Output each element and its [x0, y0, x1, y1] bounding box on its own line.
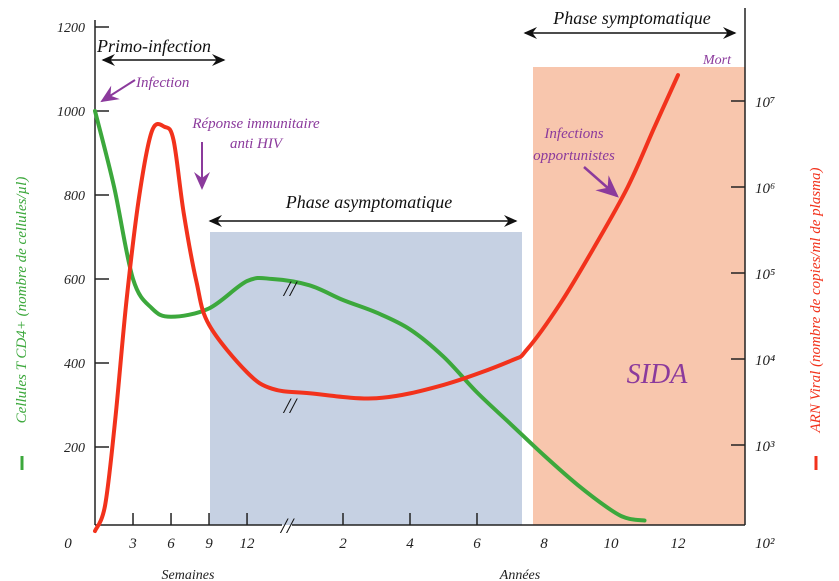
right-tick-label: 10² [755, 536, 775, 552]
week-tick-label: 9 [205, 536, 213, 552]
year-tick-label: 6 [473, 536, 481, 552]
infection-arrow [100, 79, 136, 103]
left-axis-title: Cellules T CD4+ (nombre de cellules/µl) [14, 177, 30, 424]
left-tick-label: 400 [64, 357, 85, 372]
asymptomatic-band [210, 232, 522, 525]
year-tick-label: 8 [540, 536, 548, 552]
right-axis-title: ARN Viral (nombre de copies/ml de plasma… [808, 168, 824, 434]
cd4-curve-break: // [282, 276, 298, 301]
immune-response-label-2: anti HIV [230, 136, 284, 152]
x-origin-label: 0 [64, 536, 72, 552]
cd4-curve [93, 109, 647, 523]
year-tick-label: 2 [339, 536, 347, 552]
opportunistic-infections-label-2: opportunistes [533, 148, 615, 164]
right-tick-label: 10³ [755, 439, 775, 455]
immune-response-label-1: Réponse immunitaire [191, 116, 320, 132]
aids-band [533, 67, 745, 525]
x-axis-break: // [279, 513, 295, 538]
right-tick-label: 10⁶ [755, 181, 775, 197]
right-tick-label: 10⁴ [755, 353, 775, 369]
right-tick-label: 10⁵ [755, 267, 775, 283]
week-tick-label: 3 [128, 536, 137, 552]
aids-label: SIDA [627, 359, 689, 390]
year-tick-label: 12 [671, 536, 687, 552]
opportunistic-infections-label-1: Infections [543, 126, 603, 142]
infection-label: Infection [135, 75, 189, 91]
week-tick-label: 12 [240, 536, 256, 552]
left-tick-label: 1000 [57, 105, 85, 120]
asymptomatic-phase-label: Phase asymptomatique [285, 192, 452, 212]
left-tick-label: 800 [64, 189, 85, 204]
left-tick-label: 1200 [57, 21, 85, 36]
left-tick-label: 200 [64, 441, 85, 456]
viral-curve-break: // [282, 393, 298, 418]
viral-load-curve [93, 73, 680, 533]
right-tick-label: 10⁷ [755, 95, 775, 111]
week-tick-label: 6 [167, 536, 175, 552]
x-label-weeks: Semaines [162, 568, 215, 581]
death-label: Mort [702, 53, 732, 68]
primo-infection-label: Primo-infection [96, 36, 211, 56]
year-tick-label: 4 [406, 536, 414, 552]
left-tick-label: 600 [64, 273, 85, 288]
year-tick-label: 10 [604, 536, 620, 552]
symptomatic-phase-label: Phase symptomatique [552, 8, 710, 28]
x-label-years: Années [499, 568, 541, 581]
opportunistic-infections-arrow [583, 166, 619, 198]
